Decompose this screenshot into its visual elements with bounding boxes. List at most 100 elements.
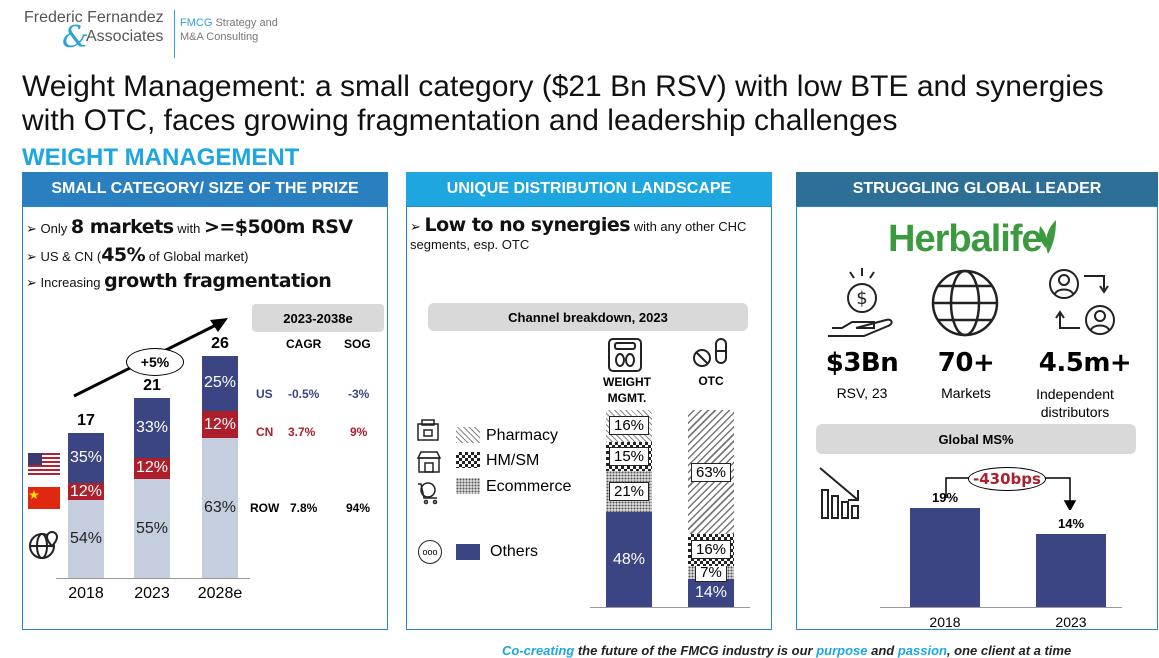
category-weight: WEIGHT MGMT.	[603, 375, 651, 405]
panel1-bullet-1: ➢ Only 8 markets with >=$500m RSV	[26, 216, 353, 238]
x-label-2028e: 2028e	[197, 585, 243, 602]
bar-total-2023: 21	[143, 377, 161, 395]
row-row-sog: 94%	[346, 501, 371, 515]
decline-annotation: -430bps	[968, 467, 1046, 491]
scale-icon	[608, 338, 642, 372]
chart-ms-area: 19% 2018 14% 2023	[880, 460, 1120, 630]
page-title: Weight Management: a small category ($21…	[22, 70, 1104, 137]
logo-name: Frederic Fernandez	[24, 9, 164, 26]
row-cn-cagr: 3.7%	[288, 425, 316, 439]
legend-swatch-hmsm	[456, 452, 480, 468]
bar-cn-2018: 12%	[68, 482, 104, 501]
svg-text:$: $	[856, 288, 867, 309]
kpi-markets-value: 70+	[937, 348, 995, 378]
panel1-header: SMALL CATEGORY/ SIZE OF THE PRIZE	[22, 172, 388, 206]
period-pill: 2023-2038e	[252, 304, 384, 332]
x-label-2023: 2023	[134, 585, 170, 602]
legend-label-others: Others	[490, 543, 539, 560]
declining-chart-icon	[819, 467, 859, 519]
bar-label: 48%	[612, 550, 646, 568]
legend-label-hmsm: HM/SM	[486, 452, 540, 469]
sog-header: SOG	[344, 337, 371, 351]
panel1-bullet-2: ➢ US & CN (45% of Global market)	[26, 244, 249, 266]
bar-pharmacy-weight: 16%	[606, 410, 652, 442]
others-icon: ooo	[418, 540, 442, 564]
herbalife-logo: Herbalife	[888, 218, 1043, 260]
kpi-markets-label: Markets	[941, 385, 991, 401]
row-cn-label: CN	[256, 425, 274, 439]
bar-pharmacy-otc: 63%	[688, 410, 734, 535]
category-otc: OTC	[698, 374, 724, 388]
cagr-header: CAGR	[286, 337, 322, 351]
growth-bubble: +5%	[126, 348, 184, 376]
legend-swatch-ecommerce	[456, 478, 480, 494]
bar-ecommerce-weight: 21%	[606, 471, 652, 513]
logo-divider	[174, 10, 175, 58]
x-label-2018: 2018	[68, 585, 104, 602]
leaf-logo-icon	[1039, 220, 1056, 254]
bar-ms-label-2018: 19%	[931, 489, 959, 505]
bar-us-2018: 35%	[68, 432, 104, 483]
channel-breakdown-title: Channel breakdown, 2023	[428, 303, 748, 331]
panel2-bullet-1: ➢ Low to no synergies with any other CHC…	[410, 214, 747, 253]
bar-label: 14%	[694, 584, 728, 602]
chart-channel-area: 48% 21% 15% 16% 14% 7% 16% 63%	[590, 410, 750, 608]
money-hand-icon: $	[828, 268, 893, 337]
legend-swatch-pharmacy	[456, 427, 480, 443]
logo-ampersand: &	[62, 20, 89, 55]
bar-total-2028e: 26	[211, 334, 229, 352]
logo-associates: Associates	[86, 28, 164, 45]
bar-label: 16%	[690, 540, 732, 560]
us-flag-icon	[28, 453, 60, 475]
cart-globe-icon	[418, 482, 438, 505]
bar-cn-2028e: 12%	[202, 411, 238, 438]
logo-tagline: FMCG Strategy and M&A Consulting	[180, 17, 278, 43]
bar-hmsm-otc: 16%	[688, 534, 734, 566]
bar-label: 15%	[608, 446, 650, 466]
panel-distribution	[406, 206, 772, 630]
kpi-rsv-label: RSV, 23	[836, 385, 888, 401]
bar-hmsm-weight: 15%	[606, 441, 652, 472]
bar-total-2018: 17	[77, 411, 95, 429]
kpi-distributors-label: Independent distributors	[1036, 386, 1114, 420]
bar-ms-2023	[1036, 534, 1106, 607]
bar-us-2023: 33%	[134, 398, 170, 458]
row-row-cagr: 7.8%	[290, 501, 318, 515]
chart-size-area: 54% 12% 35% 17 2018 55% 12% 33% 21 2023 63% 12% 25% 2…	[60, 335, 250, 602]
x-label-ms-2023: 2023	[1055, 614, 1087, 630]
bar-label: 7%	[695, 563, 727, 583]
globe-pin-icon	[29, 530, 59, 559]
kpi-rsv-value: $3Bn	[825, 348, 899, 378]
chart3-axis	[880, 607, 1122, 608]
bar-label: 63%	[690, 462, 732, 482]
bar-ms-2018	[910, 508, 980, 607]
bar-label: 16%	[608, 416, 650, 436]
bar-label: 21%	[608, 482, 650, 502]
bar-others-weight: 48%	[606, 512, 652, 607]
row-row-label: ROW	[250, 501, 280, 515]
store-icon	[416, 451, 442, 473]
footer-tagline: Co-creating the future of the FMCG indus…	[502, 643, 1072, 658]
bar-cn-2023: 12%	[134, 457, 170, 480]
page-subtitle: WEIGHT MANAGEMENT	[22, 144, 300, 171]
x-label-ms-2018: 2018	[929, 614, 961, 630]
globe-icon	[931, 269, 999, 337]
cn-flag-icon	[28, 487, 60, 509]
bar-row-2023: 55%	[134, 479, 170, 578]
bar-others-otc: 14%	[688, 579, 734, 607]
chart1-axis	[56, 578, 250, 579]
kpi-distributors-value: 4.5m+	[1038, 348, 1132, 378]
legend-label-pharmacy: Pharmacy	[486, 427, 559, 444]
panel-size-of-prize	[22, 206, 388, 630]
panel-global-leader	[796, 206, 1158, 630]
legend-label-ecommerce: Ecommerce	[486, 478, 572, 495]
row-us-sog: -3%	[348, 387, 370, 401]
bar-ms-label-2023: 14%	[1057, 515, 1085, 531]
row-cn-sog: 9%	[350, 425, 368, 439]
panel2-header: UNIQUE DISTRIBUTION LANDSCAPE	[406, 172, 772, 206]
global-ms-title: Global MS%	[816, 424, 1136, 454]
legend-swatch-others	[456, 544, 480, 560]
row-us-label: US	[256, 387, 273, 401]
pills-icon	[693, 338, 727, 367]
row-us-cagr: -0.5%	[288, 387, 320, 401]
